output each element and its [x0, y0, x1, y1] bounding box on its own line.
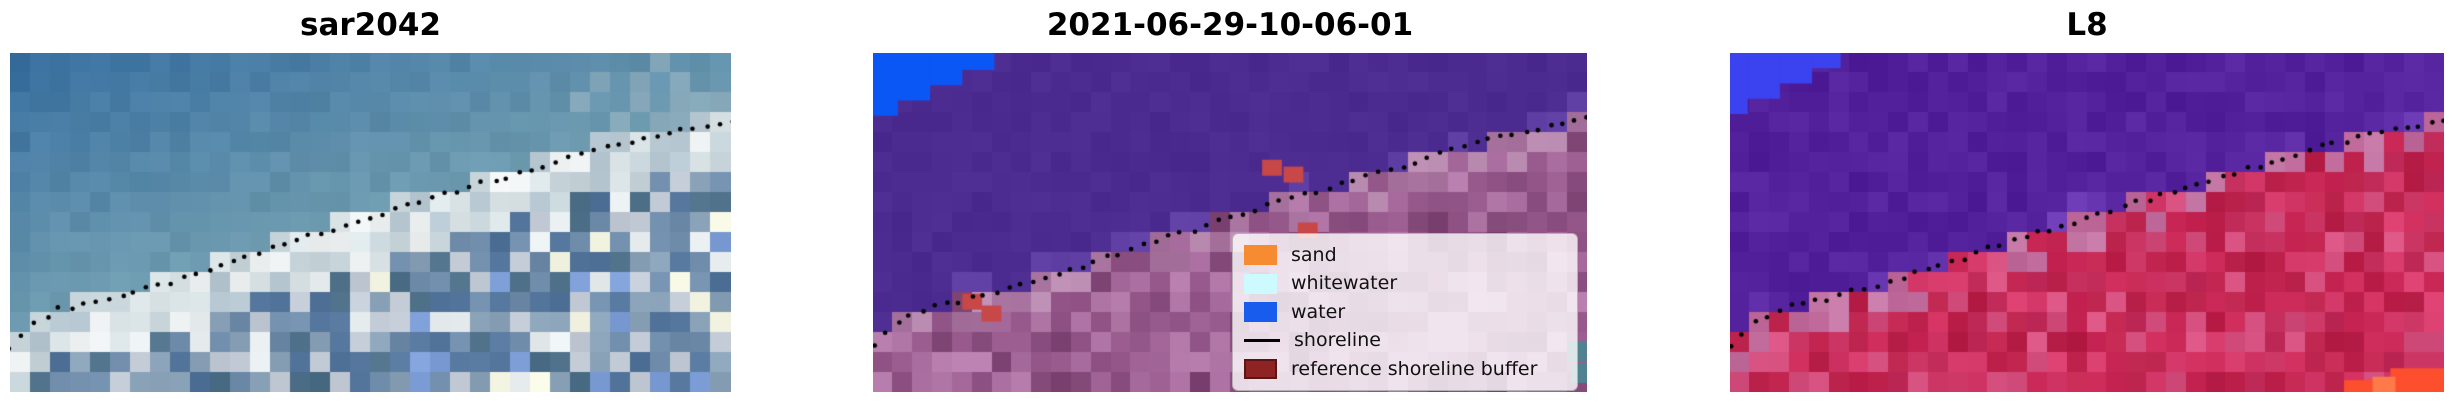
legend-label: reference shoreline buffer [1291, 357, 1538, 380]
water-color-swatch [1244, 302, 1277, 322]
l8-image [1730, 53, 2444, 392]
legend-item-reference-shoreline-buffer: reference shoreline buffer [1244, 357, 1566, 381]
panel-title-classification: 2021-06-29-10-06-01 [1046, 7, 1414, 43]
legend-item-shoreline: shoreline [1244, 329, 1566, 353]
whitewater-color-swatch [1244, 273, 1277, 294]
panel-title-l8: L8 [2066, 7, 2108, 43]
shoreline-line-swatch [1244, 339, 1280, 342]
legend-item-water: water [1244, 300, 1566, 324]
panel-classification: 2021-06-29-10-06-01 sand whitewater wate… [873, 0, 1587, 409]
legend-label: shoreline [1294, 329, 1381, 351]
legend: sand whitewater water shoreline referenc… [1232, 233, 1578, 391]
reference-buffer-color-swatch [1244, 359, 1277, 379]
panel-l8: L8 [1730, 0, 2444, 409]
sand-color-swatch [1244, 245, 1277, 265]
legend-label: whitewater [1291, 272, 1398, 294]
legend-label: sand [1291, 243, 1337, 266]
legend-item-sand: sand [1244, 243, 1566, 267]
legend-label: water [1291, 300, 1346, 323]
legend-item-whitewater: whitewater [1244, 272, 1566, 296]
panel-title-sar2042: sar2042 [300, 7, 441, 43]
satellite-image-sar2042 [10, 53, 731, 392]
panel-sar2042: sar2042 [10, 0, 731, 409]
